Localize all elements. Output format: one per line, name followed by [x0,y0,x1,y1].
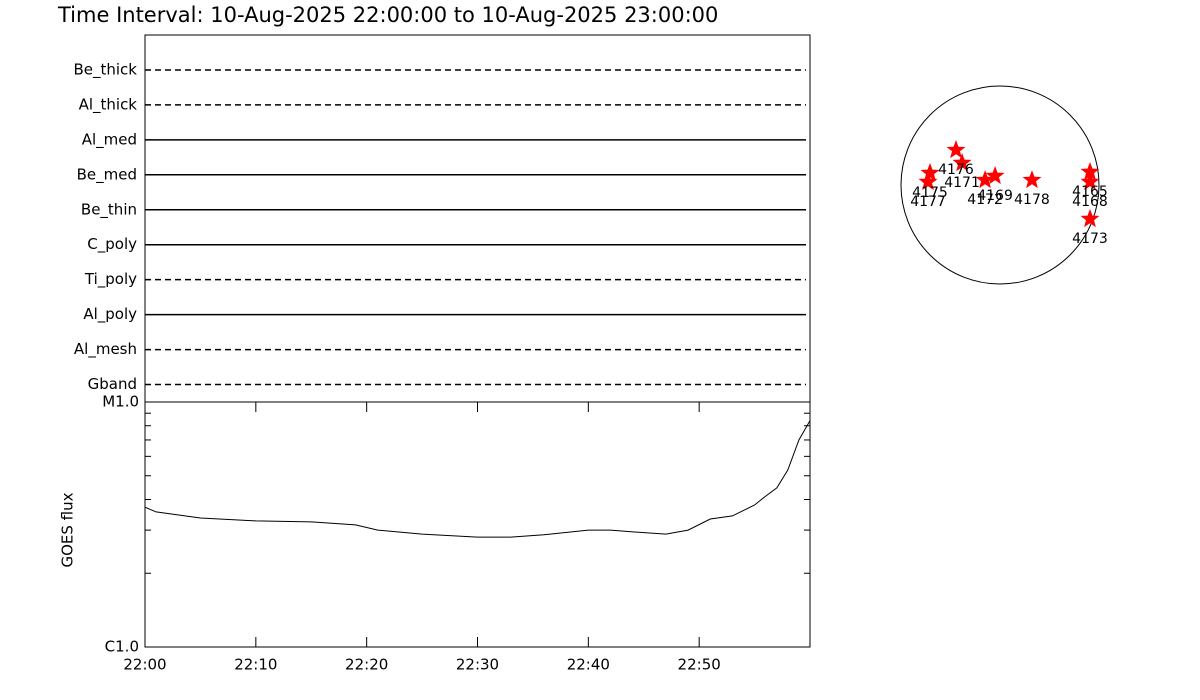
region-label: 4175 [912,185,948,201]
filter-panel [144,34,811,403]
region-label: 4168 [1072,194,1108,210]
region-star [1022,170,1042,189]
region-label: 4173 [1072,231,1108,247]
region-star [1080,209,1100,228]
region-label: 4169 [977,188,1013,204]
filter-label: C_poly [87,235,137,254]
filter-label: Be_thin [81,200,137,219]
filter-label: Gband [88,375,137,393]
y-axis-label: GOES flux [59,492,77,567]
region-label: 4165 [1072,184,1108,200]
chart-title: Time Interval: 10-Aug-2025 22:00:00 to 1… [57,3,718,27]
filter-label: Al_poly [83,305,137,324]
region-star [985,166,1005,185]
filter-label: Al_mesh [74,340,137,359]
region-star [1080,162,1100,181]
x-tick-label: 22:00 [123,656,166,674]
x-tick-label: 22:50 [678,656,721,674]
y-tick-label: M1.0 [102,393,139,411]
x-tick-label: 22:10 [234,656,277,674]
filter-label: Al_med [82,130,137,149]
goes-panel [144,401,811,648]
solar-disk [900,85,1100,285]
x-tick-label: 22:40 [567,656,610,674]
region-star [1080,172,1100,191]
region-label: 4172 [967,192,1003,208]
region-star [975,170,995,189]
region-star [920,163,940,182]
region-label: 4177 [910,194,946,210]
region-label: 4176 [938,162,974,178]
filter-label: Be_med [77,165,137,184]
region-label: 4171 [944,175,980,191]
region-label: 4178 [1014,192,1050,208]
region-star [952,153,972,172]
region-star [918,172,938,191]
goes-line [144,420,811,538]
filter-label: Al_thick [79,95,138,114]
y-tick-label: C1.0 [105,638,139,656]
x-tick-label: 22:20 [345,656,388,674]
filter-label: Ti_poly [84,270,137,289]
filter-label: Be_thick [73,60,137,79]
region-star [946,140,966,159]
x-tick-label: 22:30 [456,656,499,674]
